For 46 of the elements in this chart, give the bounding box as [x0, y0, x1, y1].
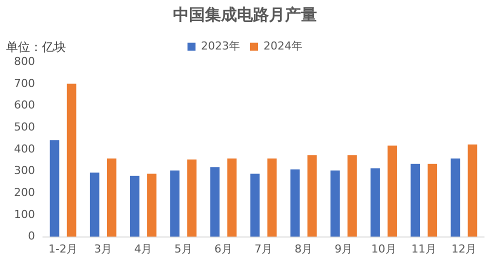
- x-tick-label: 4月: [134, 242, 152, 256]
- bar: [428, 164, 438, 237]
- y-tick-label: 600: [14, 98, 35, 112]
- bar: [106, 158, 116, 237]
- bar: [227, 158, 237, 237]
- bar: [90, 172, 100, 237]
- bar: [66, 84, 76, 237]
- x-tick-label: 6月: [214, 242, 232, 256]
- bar: [450, 158, 460, 237]
- y-tick-label: 100: [14, 208, 35, 221]
- y-tick-label: 200: [14, 186, 35, 200]
- y-tick-label: 0: [28, 230, 35, 243]
- bar: [330, 170, 340, 237]
- x-tick-label: 7月: [254, 242, 272, 256]
- chart-title: 中国集成电路月产量: [173, 4, 317, 24]
- bar: [250, 174, 260, 237]
- bar: [267, 158, 277, 237]
- bar: [130, 176, 140, 237]
- x-tick-label: 9月: [334, 242, 353, 256]
- bar: [147, 174, 156, 237]
- x-tick-label: 1-2月: [48, 242, 78, 256]
- bar: [468, 144, 478, 237]
- bar: [348, 155, 357, 237]
- y-axis-title: 单位：亿块: [6, 40, 66, 54]
- x-tick-label: 5月: [174, 242, 192, 256]
- bar: [410, 164, 420, 237]
- x-tick-label: 11月: [411, 242, 436, 256]
- x-tick-label: 12月: [451, 242, 476, 256]
- bar: [290, 169, 300, 237]
- bar: [388, 146, 397, 237]
- bar: [307, 155, 317, 237]
- y-tick-label: 800: [14, 55, 35, 68]
- x-tick-label: 10月: [371, 242, 396, 256]
- x-tick-label: 8月: [294, 242, 313, 256]
- y-tick-label: 700: [14, 76, 35, 90]
- y-tick-label: 300: [14, 164, 35, 178]
- bar: [170, 170, 180, 237]
- bar: [50, 140, 60, 237]
- bar: [370, 168, 380, 237]
- y-tick-label: 500: [14, 120, 35, 134]
- y-tick-label: 400: [14, 142, 35, 156]
- bar: [187, 160, 197, 237]
- legend-label: 2023年: [201, 40, 240, 53]
- legend-label: 2024年: [264, 40, 302, 53]
- x-tick-label: 3月: [94, 242, 112, 256]
- bar: [210, 167, 220, 237]
